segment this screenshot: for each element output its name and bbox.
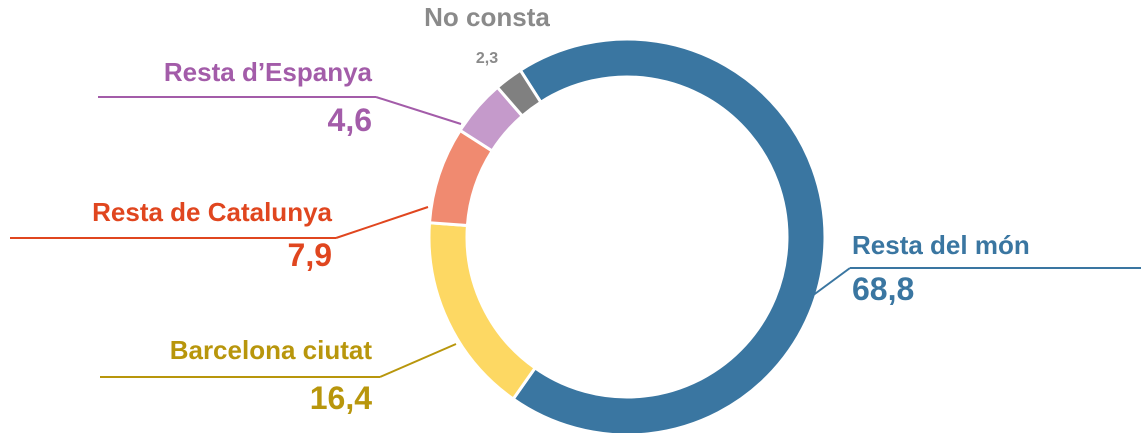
- value-label: 4,6: [328, 102, 372, 138]
- value-label: 2,3: [476, 50, 498, 67]
- value-label: 7,9: [288, 237, 332, 273]
- leader-line: [811, 267, 851, 297]
- value-label: 68,8: [852, 271, 914, 307]
- leader-line: [379, 343, 457, 378]
- category-label: Barcelona ciutat: [170, 335, 373, 365]
- donut-slice: [511, 37, 827, 433]
- category-label: No consta: [424, 2, 550, 32]
- category-label: Resta d’Espanya: [164, 57, 373, 87]
- value-label: 16,4: [310, 380, 372, 416]
- leader-line: [335, 206, 429, 239]
- category-label: Resta de Catalunya: [92, 197, 332, 227]
- donut-slice: [495, 68, 543, 119]
- donut-slice: [427, 221, 538, 402]
- category-label: Resta del món: [852, 230, 1030, 260]
- leader-line: [375, 96, 462, 125]
